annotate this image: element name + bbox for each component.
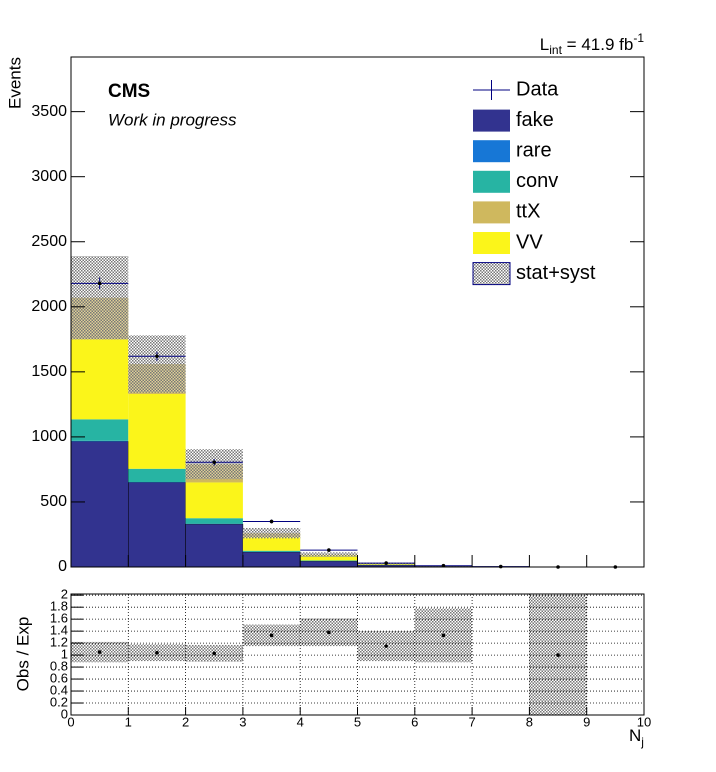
x-tick-label: 7 [468,714,475,729]
y-tick-label: 1.2 [50,635,68,650]
lumi-value: = 41.9 fb [562,35,633,54]
ratio-point [556,653,560,657]
stack-bar [242,551,301,568]
legend-label: rare [516,139,552,161]
stack-bar [70,441,129,568]
legend-label: Data [516,78,559,100]
uncertainty-band [71,256,129,340]
ratio-point [327,630,331,635]
x-label-sub: j [640,735,644,749]
uncertainty-band [300,552,358,557]
ratio-point [269,633,274,638]
ratio-point [441,633,446,638]
lumi-sup: -1 [633,31,644,45]
legend-swatch [473,232,510,254]
stack-bar [71,440,129,442]
stack-bar [299,560,358,568]
y-axis-label: Events [5,57,24,109]
data-point [155,354,159,359]
lumi-sub: int [549,43,562,57]
legend-swatch [472,262,511,286]
ratio-point [212,651,217,656]
stack-bar [128,482,186,568]
data-point [327,548,331,552]
uncertainty-band [242,527,301,539]
data-point [384,561,388,565]
x-tick-label: 6 [411,714,418,729]
stack-bar [128,393,186,469]
x-axis-label: Nj [629,726,644,749]
x-tick-label: 9 [583,714,590,729]
ratio-point [155,650,159,655]
ratio-y-label: Obs / Exp [13,617,32,692]
y-tick-label: 1.4 [50,623,68,638]
lumi: Lint = 41.9 fb-1 [540,31,645,57]
ratio-point [97,650,102,654]
data-point [97,281,102,286]
y-tick-label: 3000 [31,168,67,185]
legend-swatch [473,109,510,132]
y-tick-label: 0.2 [50,694,68,709]
legend-label: conv [516,170,558,192]
y-tick-label: 2 [61,587,68,602]
legend-swatch [473,140,510,163]
x-tick-label: 4 [297,714,304,729]
y-tick-label: 0 [61,706,68,721]
cms-label: CMS [108,81,150,102]
y-tick-label: 500 [40,493,67,510]
stack-bar [71,419,129,441]
x-label-n: N [629,726,641,745]
x-tick-label: 8 [526,714,533,729]
x-tick-label: 2 [182,714,189,729]
stack-bar [242,537,301,551]
stack-bar [185,523,244,568]
stack-bar [71,339,129,420]
y-tick-label: 0.6 [50,670,68,685]
x-tick-label: 1 [125,714,132,729]
stack-bar [300,560,358,562]
legend-label: stat+syst [516,262,596,284]
lumi-l: L [540,35,549,54]
y-tick-label: 0 [58,558,67,575]
stack-bar [128,468,186,483]
x-tick-label: 3 [239,714,246,729]
y-tick-label: 0.8 [50,659,68,674]
y-tick-label: 1500 [31,363,67,380]
y-tick-label: 2500 [31,233,67,250]
ratio-point [384,644,388,648]
x-tick-label: 5 [354,714,361,729]
uncertainty-band [128,335,186,393]
legend-label: VV [516,231,543,253]
y-tick-label: 1000 [31,428,67,445]
y-tick-label: 0.4 [50,682,68,697]
legend-swatch [473,170,510,193]
legend-swatch [473,201,510,224]
stack-bar [185,518,243,524]
x-tick-label: 10 [637,714,651,729]
stack-bar [242,550,301,552]
y-tick-label: 2000 [31,298,67,315]
y-tick-label: 1 [61,647,68,662]
legend-label: ttX [516,201,540,223]
data-point [269,519,274,524]
stack-bar [300,555,358,561]
legend-label: fake [516,109,554,131]
subtitle: Work in progress [108,110,237,129]
y-tick-label: 1.6 [50,611,68,626]
data-point [212,460,217,465]
stack-bar [185,482,243,519]
y-tick-label: 3500 [31,103,67,120]
y-tick-label: 1.8 [50,599,68,614]
x-tick-label: 0 [67,714,74,729]
